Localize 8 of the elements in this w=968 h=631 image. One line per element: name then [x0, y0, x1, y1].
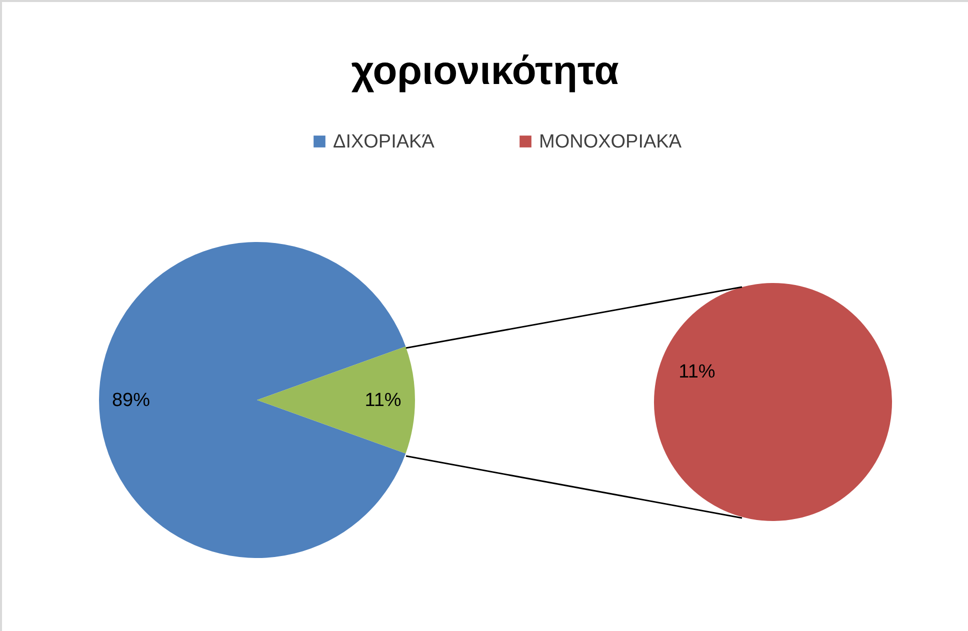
data-label: 11%: [364, 390, 402, 411]
legend-label: ΔΙΧΟΡΙΑΚΆ: [333, 132, 435, 152]
legend-label: ΜΟΝΟΧΟΡΙΑΚΆ: [539, 132, 682, 152]
data-label: 89%: [112, 390, 150, 411]
pie-slice: [99, 242, 406, 558]
chart-title: χοριονικότητα: [351, 49, 620, 93]
pie-slice: [257, 346, 415, 454]
data-label: 11%: [678, 361, 716, 382]
